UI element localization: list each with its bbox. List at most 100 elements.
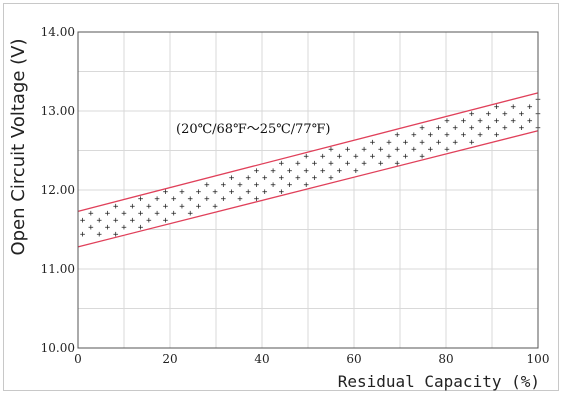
band-marker: + (212, 202, 218, 212)
band-marker: + (345, 145, 351, 155)
band-marker: + (196, 188, 202, 198)
band-marker: + (254, 166, 260, 176)
band-upper-line (77, 92, 539, 212)
band-marker: + (154, 209, 160, 219)
band-marker: + (130, 202, 136, 212)
x-tick-label: 100 (527, 352, 550, 366)
band-marker: + (279, 173, 285, 183)
band-marker: + (337, 152, 343, 162)
band-marker: + (138, 209, 144, 219)
plot-border (77, 31, 539, 349)
band-marker: + (163, 188, 169, 198)
band-marker: + (121, 223, 127, 233)
band-marker: + (502, 124, 508, 134)
band-marker: + (386, 138, 392, 148)
band-marker: + (436, 138, 442, 148)
y-tick-label: 11.00 (41, 262, 75, 276)
band-marker: + (411, 145, 417, 155)
band-marker: + (461, 131, 467, 141)
band-marker: + (452, 138, 458, 148)
y-axis-label: Open Circuit Voltage (V) (8, 38, 29, 255)
band-fill (78, 92, 538, 247)
x-tick-label: 60 (346, 352, 361, 366)
band-marker: + (179, 188, 185, 198)
band-marker: + (395, 145, 401, 155)
band-marker: + (419, 138, 425, 148)
band-marker: + (237, 180, 243, 190)
voltage-band: + + ++ + + ++ + + + + ++ + + + + + ++ + + + + + ++ + + + + + + ++ + + + +… (77, 92, 541, 248)
band-marker: + (80, 216, 86, 226)
band-marker: + (403, 152, 409, 162)
band-marker: + (395, 131, 401, 141)
band-marker: + (171, 209, 177, 219)
band-marker: + (287, 166, 293, 176)
band-marker: + (229, 173, 235, 183)
band-marker: + (361, 159, 367, 169)
band-marker: + (204, 195, 210, 205)
band-marker: + (386, 152, 392, 162)
band-marker: + (494, 131, 500, 141)
band-marker: + (113, 216, 119, 226)
band-marker: + (163, 202, 169, 212)
band-marker: + (279, 188, 285, 198)
band-marker: + (486, 109, 492, 119)
band-marker: + (502, 109, 508, 119)
band-marker: + (395, 159, 401, 169)
band-marker: + (477, 131, 483, 141)
band-marker: + (237, 195, 243, 205)
band-marker: + (519, 109, 525, 119)
band-marker: + (494, 102, 500, 112)
band-marker: + (370, 138, 376, 148)
band-marker: + (88, 223, 94, 233)
band-marker: + (212, 188, 218, 198)
x-tick-label: 40 (254, 352, 269, 366)
x-tick-label: 20 (162, 352, 177, 366)
band-marker: + (452, 124, 458, 134)
band-marker: + (527, 102, 533, 112)
y-tick-label: 12.00 (41, 183, 75, 197)
band-marker: + (428, 131, 434, 141)
y-tick-label: 14.00 (41, 25, 75, 39)
x-tick-label: 0 (74, 352, 82, 366)
band-marker: + (337, 166, 343, 176)
band-marker: + (188, 195, 194, 205)
band-marker: + (245, 188, 251, 198)
band-marker: + (428, 145, 434, 155)
band-marker: + (254, 195, 260, 205)
band-marker: + (419, 152, 425, 162)
y-tick-label: 13.00 (41, 104, 75, 118)
band-marker: + (96, 230, 102, 240)
band-marker: + (262, 173, 268, 183)
band-marker: + (279, 159, 285, 169)
band-marker: + (80, 230, 86, 240)
band-marker: + (444, 145, 450, 155)
band-marker: + (320, 166, 326, 176)
band-marker: + (345, 159, 351, 169)
band-marker: + (270, 166, 276, 176)
band-marker: + (254, 180, 260, 190)
band-marker: + (287, 180, 293, 190)
band-marker: + (328, 173, 334, 183)
band-marker: + (295, 173, 301, 183)
band-marker: + (188, 209, 194, 219)
band-marker: + (163, 216, 169, 226)
band-marker: + (96, 216, 102, 226)
temperature-annotation: (20℃/68℉～25℃/77℉) (176, 122, 330, 137)
band-marker: + (361, 145, 367, 155)
band-marker: + (221, 180, 227, 190)
band-marker: + (328, 145, 334, 155)
band-marker: + (105, 209, 111, 219)
band-marker: + (444, 131, 450, 141)
band-marker: + (303, 152, 309, 162)
band-marker: + (146, 216, 152, 226)
band-marker: + (221, 195, 227, 205)
band-marker: + (403, 138, 409, 148)
band-marker: + (303, 166, 309, 176)
chart-frame (3, 3, 559, 391)
band-marker: + (419, 124, 425, 134)
band-marker: + (179, 202, 185, 212)
band-marker: + (519, 124, 525, 134)
band-marker: + (444, 116, 450, 126)
band-marker: + (378, 159, 384, 169)
